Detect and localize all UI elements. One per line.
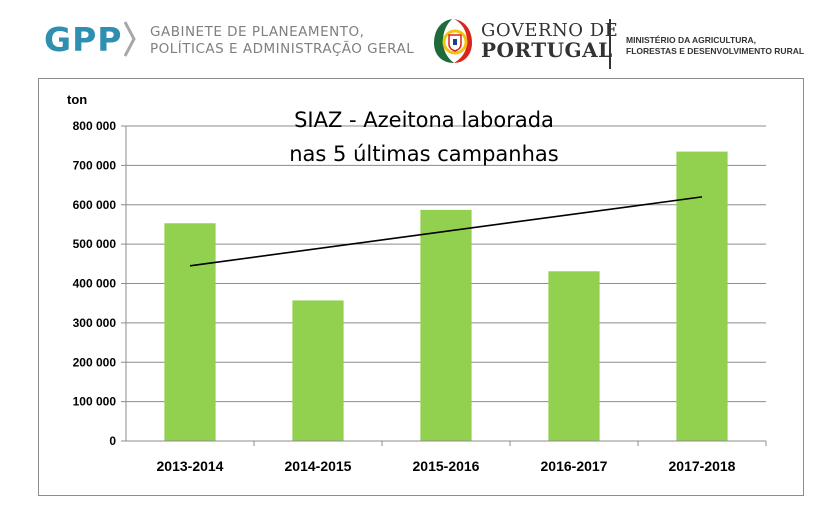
bar-2013-2014 xyxy=(164,223,216,441)
ministry-line1: MINISTÉRIO DA AGRICULTURA, xyxy=(626,35,757,45)
y-tick-label: 800 000 xyxy=(73,119,117,133)
y-tick-label: 300 000 xyxy=(73,316,117,330)
trendline xyxy=(189,196,703,267)
gpp-name: GABINETE DE PLANEAMENTO, POLÍTICAS E ADM… xyxy=(150,24,414,58)
bar-chart: 0 100 000 200 000 300 000 400 000 500 000 600 … xyxy=(67,92,767,474)
y-tick-label: 500 000 xyxy=(73,237,117,251)
x-tick-label: 2017-2018 xyxy=(669,458,736,474)
ministry-name: MINISTÉRIO DA AGRICULTURA, FLORESTAS E D… xyxy=(626,35,804,57)
x-tick-label: 2013-2014 xyxy=(157,458,224,474)
bar-2017-2018 xyxy=(676,151,728,441)
x-tick-label: 2015-2016 xyxy=(413,458,480,474)
y-tick-label: 100 000 xyxy=(73,395,117,409)
y-tick-label: 700 000 xyxy=(73,158,117,172)
gpp-logo: GPP xyxy=(44,20,123,59)
header-divider xyxy=(609,19,611,69)
gpp-name-line2: POLÍTICAS E ADMINISTRAÇÃO GERAL xyxy=(150,41,415,57)
x-tick-label: 2014-2015 xyxy=(285,458,352,474)
y-tick-label: 400 000 xyxy=(73,277,117,291)
chart-title-line1: SIAZ - Azeitona laborada xyxy=(294,108,554,132)
y-axis-label: ton xyxy=(67,92,87,107)
bar-2016-2017 xyxy=(548,271,600,441)
y-tick-label: 0 xyxy=(109,434,116,448)
ministry-line2: FLORESTAS E DESENVOLVIMENTO RURAL xyxy=(626,46,805,56)
gov-line2: PORTUGAL xyxy=(481,38,613,62)
bar-2014-2015 xyxy=(292,300,344,441)
y-tick-label: 600 000 xyxy=(73,198,117,212)
chart-frame: 0 100 000 200 000 300 000 400 000 500 000 600 … xyxy=(38,78,804,496)
portugal-emblem-icon xyxy=(434,19,472,63)
gov-line1: GOVERNO DE xyxy=(481,20,619,41)
gov-portugal-text: GOVERNO DE PORTUGAL xyxy=(481,21,618,61)
gpp-chevron-icon xyxy=(124,21,136,57)
gpp-name-line1: GABINETE DE PLANEAMENTO, xyxy=(150,24,365,40)
bar-2015-2016 xyxy=(420,209,472,441)
header: GPP GABINETE DE PLANEAMENTO, POLÍTICAS E… xyxy=(0,0,828,80)
y-tick-label: 200 000 xyxy=(73,355,117,369)
chart-title-line2: nas 5 últimas campanhas xyxy=(289,142,558,166)
x-tick-label: 2016-2017 xyxy=(541,458,608,474)
